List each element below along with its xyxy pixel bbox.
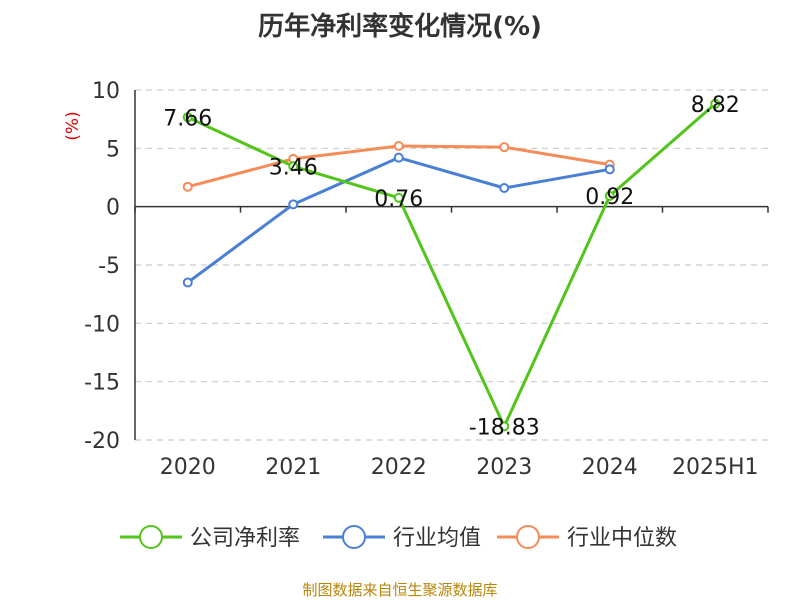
y-tick-label: -10 — [84, 312, 120, 337]
data-point-1 — [288, 161, 299, 172]
data-point-2 — [288, 199, 299, 210]
data-label: 0.92 — [585, 185, 634, 210]
data-point-1 — [393, 192, 404, 203]
legend-item-2[interactable]: 行业均值 — [323, 525, 481, 551]
data-point-2 — [604, 164, 615, 175]
data-point-3 — [499, 142, 510, 153]
y-tick-label: -5 — [98, 254, 120, 279]
data-point-1 — [499, 421, 510, 432]
legend-marker — [516, 525, 540, 549]
x-tick-label: 2023 — [476, 455, 532, 480]
y-tick-label: 0 — [106, 196, 120, 221]
data-label: -18.83 — [469, 415, 540, 440]
legend-item-1[interactable]: 公司净利率 — [120, 525, 300, 551]
legend-item-3[interactable]: 行业中位数 — [497, 525, 677, 551]
data-label: 8.82 — [691, 93, 740, 118]
data-point-3 — [393, 141, 404, 151]
x-tick-label: 2025H1 — [672, 455, 759, 480]
legend-label: 行业中位数 — [567, 526, 677, 551]
x-tick-label: 2021 — [265, 455, 321, 480]
series-line-2 — [186, 156, 611, 284]
axes: 10 5 0 -5 -10 -15 -20 2020 2021 2022 2023 2024 2025H… — [63, 79, 769, 480]
series-lines — [186, 102, 717, 428]
y-tick-label: 5 — [106, 137, 120, 162]
source-note: 制图数据来自恒生聚源数据库 — [302, 581, 498, 599]
data-labels: 7.66 3.46 0.76 -18.83 0.92 8.82 — [163, 93, 739, 441]
data-point-1 — [604, 190, 615, 201]
data-point-2 — [499, 183, 510, 193]
series-line-1 — [187, 102, 717, 428]
legend: 公司净利率 行业均值 行业中位数 — [120, 525, 677, 551]
data-label: 3.46 — [269, 155, 318, 180]
y-tick-label: -15 — [84, 371, 120, 396]
legend-marker — [342, 525, 366, 549]
chart-title: 历年净利率变化情况(%) — [258, 12, 542, 42]
x-tick-label: 2020 — [160, 455, 216, 480]
data-point-1 — [182, 112, 193, 123]
data-label: 0.76 — [374, 187, 423, 212]
x-tick-label: 2022 — [371, 455, 427, 480]
legend-label: 行业均值 — [393, 526, 481, 551]
series-points — [182, 98, 721, 432]
data-point-3 — [182, 181, 193, 192]
y-tick-label: 10 — [92, 79, 120, 104]
data-point-1 — [710, 98, 721, 109]
data-point-2 — [182, 277, 193, 288]
y-tick-label: -20 — [84, 429, 120, 454]
data-point-2 — [393, 152, 404, 163]
legend-label: 公司净利率 — [190, 526, 300, 551]
y-axis-label: (%) — [63, 111, 83, 140]
x-tick-label: 2024 — [582, 455, 638, 480]
data-label: 7.66 — [163, 106, 212, 131]
legend-marker — [139, 525, 163, 549]
